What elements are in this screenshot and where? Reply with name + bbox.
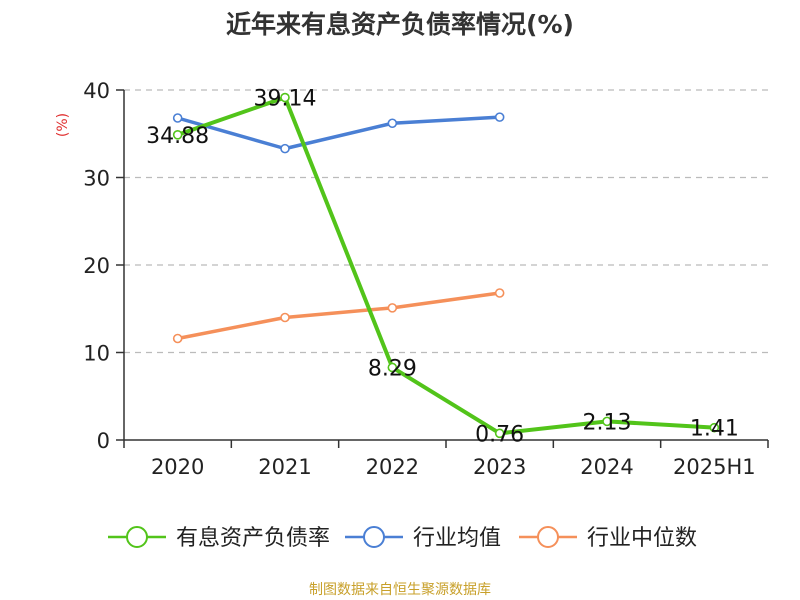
chart-title: 近年来有息资产负债率情况(%): [226, 10, 574, 39]
series-1-point: [494, 112, 505, 122]
x-tick-label: 2022: [366, 455, 419, 479]
legend-label: 行业均值: [413, 526, 501, 551]
grid-lines: [124, 89, 768, 354]
legend-item: 行业中位数: [519, 526, 697, 551]
axes: 0 10 20 30 40 2020 2021 2022 2023 2024 2025H1: [83, 79, 769, 479]
y-tick-label: 40: [83, 79, 110, 103]
series-lines: [172, 92, 720, 439]
y-tick-label: 10: [83, 342, 110, 366]
legend-label: 行业中位数: [587, 526, 697, 551]
data-label: 0.76: [475, 422, 524, 447]
series-1-point: [387, 118, 398, 129]
legend-marker: [537, 526, 559, 548]
legend-marker: [363, 526, 385, 548]
legend: 有息资产负债率 行业均值 行业中位数: [108, 526, 697, 551]
series-0-point: [494, 428, 505, 439]
y-tick-label: 30: [83, 167, 110, 191]
x-tick-label: 2025H1: [673, 455, 756, 479]
data-label: 39.14: [254, 87, 317, 112]
series-2-point: [172, 333, 183, 344]
series-0-point: [387, 362, 398, 373]
series-1-line: [177, 115, 500, 151]
series-0-point: [709, 422, 720, 433]
legend-item: 有息资产负债率: [108, 526, 330, 551]
data-label: 1.41: [690, 417, 739, 442]
series-2-line: [177, 291, 500, 341]
x-tick-label: 2023: [473, 455, 526, 479]
series-2-point: [387, 303, 398, 313]
legend-item: 行业均值: [345, 526, 501, 551]
y-tick-label: 20: [83, 254, 110, 278]
y-tick-label: 0: [97, 429, 110, 453]
data-label: 34.88: [146, 124, 209, 149]
series-2-point: [280, 312, 290, 323]
series-0-point: [280, 92, 290, 103]
source-note: 制图数据来自恒生聚源数据库: [309, 582, 491, 598]
series-2-point: [494, 288, 505, 298]
series-0-line: [177, 95, 715, 436]
x-tick-label: 2024: [580, 455, 633, 479]
legend-label: 有息资产负债率: [176, 526, 330, 551]
legend-marker: [126, 526, 148, 548]
series-1-point: [280, 143, 290, 154]
x-tick-label: 2021: [258, 455, 311, 479]
data-labels: 34.88 39.14 8.29 0.76 2.13 1.41: [146, 87, 739, 448]
series-1-point: [172, 113, 183, 123]
data-label: 8.29: [368, 356, 417, 381]
series-0-point: [602, 416, 612, 427]
data-label: 2.13: [583, 410, 632, 435]
x-tick-label: 2020: [151, 455, 204, 479]
y-axis-label: (%): [55, 113, 71, 137]
series-0-point: [172, 130, 183, 140]
